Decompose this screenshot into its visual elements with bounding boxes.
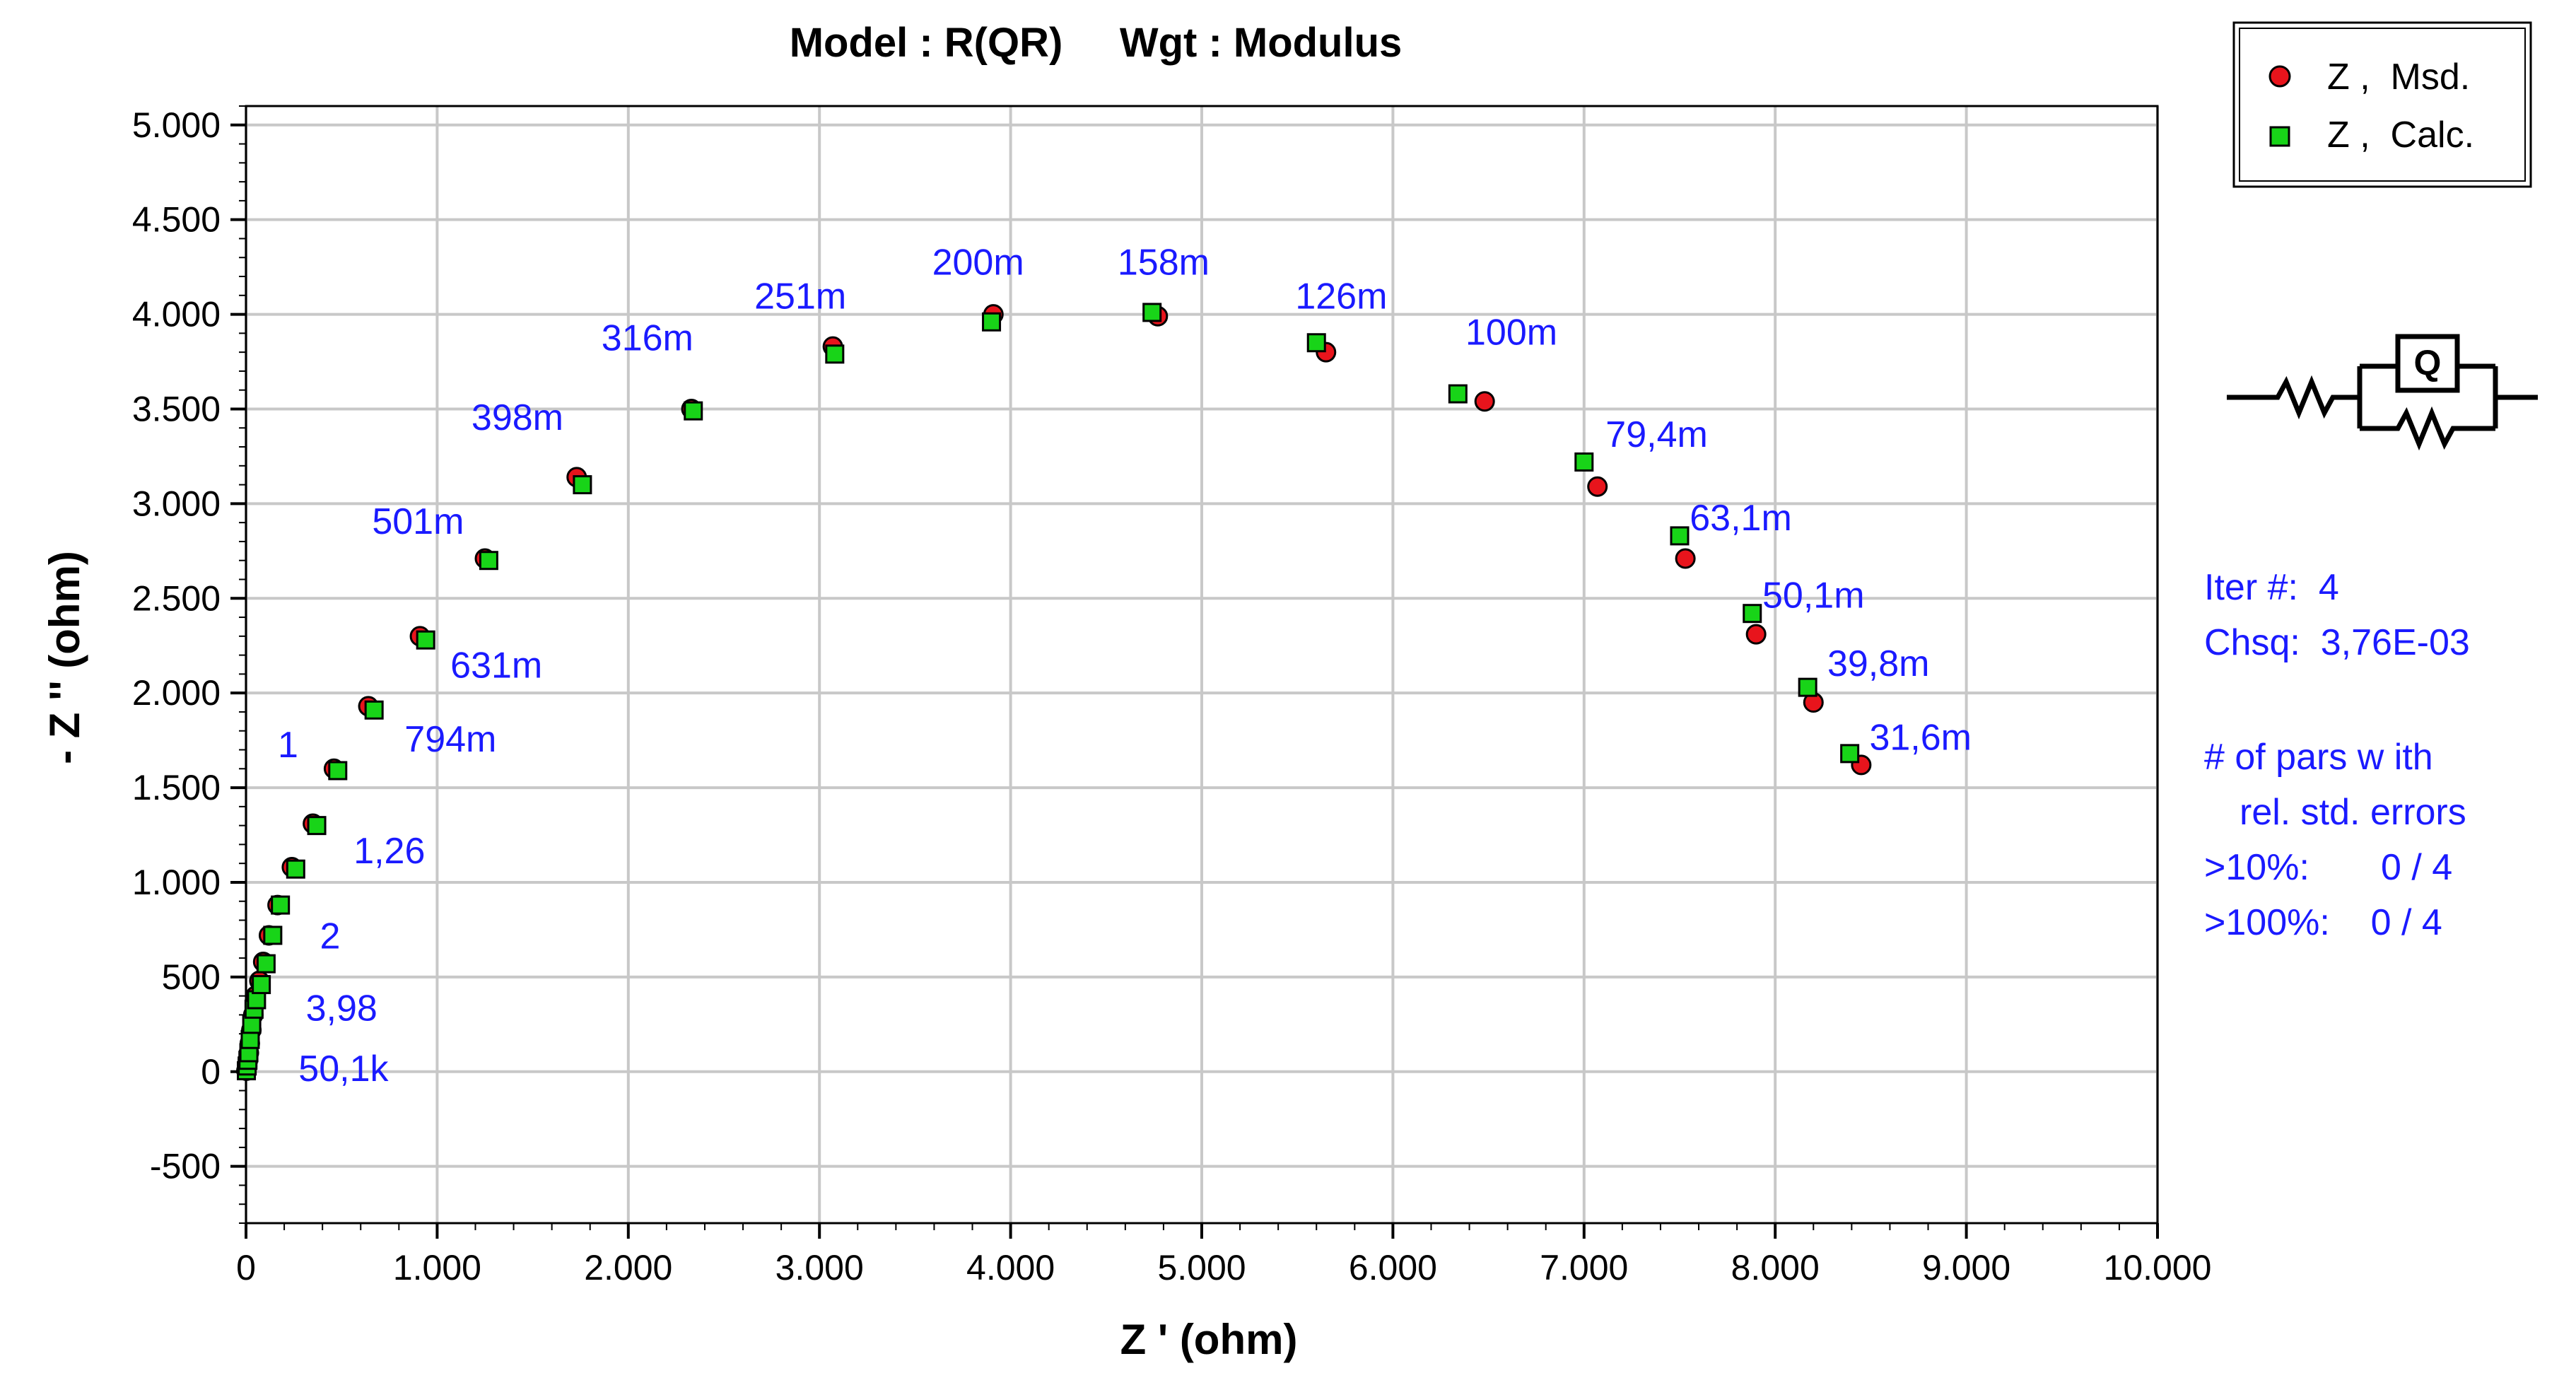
cpe-label: Q	[2414, 343, 2442, 382]
calculated-point	[1306, 333, 1326, 353]
x-tick-label: 10.000	[2104, 1248, 2212, 1287]
measured-point	[1745, 624, 1767, 645]
calculated-point	[1142, 303, 1162, 322]
frequency-label: 251m	[754, 276, 846, 317]
frequency-label: 2	[320, 916, 341, 957]
y-tick-label: 4.500	[132, 200, 221, 240]
frequency-label: 1,26	[353, 831, 425, 872]
calculated-point	[1670, 526, 1690, 546]
chart-title: Model : R(QR) Wgt : Modulus	[790, 20, 1403, 66]
x-tick-label: 9.000	[1922, 1248, 2010, 1287]
calculated-point	[252, 975, 271, 995]
frequency-label: 631m	[450, 646, 542, 687]
calculated-point	[1743, 604, 1762, 624]
calculated-point	[1798, 677, 1817, 697]
chi-square: Chsq: 3,76E-03	[2204, 622, 2470, 663]
x-tick-label: 7.000	[1540, 1248, 1628, 1287]
legend-square-marker	[2269, 126, 2290, 147]
calculated-point	[1840, 744, 1860, 764]
frequency-label: 1	[278, 725, 298, 766]
calculated-point	[256, 954, 276, 974]
frequency-label: 31,6m	[1869, 718, 1972, 759]
calculated-point	[982, 312, 1002, 332]
y-axis-label: - Z '' (ohm)	[41, 551, 88, 764]
y-tick-label: 4.000	[132, 295, 221, 334]
pars-over-100: >100%: 0 / 4	[2204, 902, 2442, 943]
calculated-point	[263, 925, 283, 945]
x-tick-label: 8.000	[1731, 1248, 1820, 1287]
y-tick-label: 1.500	[132, 768, 221, 807]
fit-info: Iter #: 4 Chsq: 3,76E-03 # of pars w ith…	[2204, 567, 2470, 943]
frequency-label: 63,1m	[1690, 498, 1792, 539]
x-tick-label: 0	[236, 1248, 256, 1287]
legend-circle-marker	[2268, 65, 2291, 88]
y-tick-label: 5.000	[132, 105, 221, 145]
frequency-label: 398m	[472, 397, 563, 438]
calculated-point	[1574, 452, 1594, 472]
x-tick-label: 1.000	[393, 1248, 481, 1287]
calculated-point	[271, 895, 291, 915]
measured-point	[1474, 391, 1495, 412]
legend-box	[2232, 21, 2532, 188]
y-tick-label: 1.000	[132, 863, 221, 902]
frequency-label: 200m	[932, 242, 1024, 283]
frequency-label: 501m	[372, 501, 464, 542]
y-tick-label: -500	[150, 1147, 221, 1186]
parallel-resistor-icon	[2360, 406, 2495, 451]
frequency-annotations: 200m 158m 251m 126m 316m 100m 398m 79,4m 501m 63,…	[278, 242, 1972, 1090]
y-tick-label: 2.500	[132, 578, 221, 618]
measured-point	[1675, 548, 1696, 569]
plot-area: 0 1.000 2.000 3.000 4.000 5.000 6.000 7.000 8.00…	[132, 105, 2212, 1287]
calculated-point	[1448, 384, 1468, 404]
legend-label-msd: Z , Msd.	[2327, 57, 2470, 98]
calculated-point	[307, 816, 327, 836]
y-tick-label: 3.500	[132, 389, 221, 428]
x-tick-label: 5.000	[1157, 1248, 1246, 1287]
frequency-label: 50,1k	[298, 1049, 389, 1090]
series-resistor-icon	[2227, 375, 2360, 420]
frequency-label: 100m	[1465, 312, 1557, 353]
circuit-diagram	[2227, 334, 2538, 451]
iter-count: Iter #: 4	[2204, 567, 2339, 608]
y-tick-label: 2.000	[132, 673, 221, 713]
data-points	[236, 303, 1872, 1081]
legend-label-calc: Z , Calc.	[2327, 115, 2474, 156]
y-tick-label: 3.000	[132, 484, 221, 523]
pars-heading-2: rel. std. errors	[2240, 792, 2466, 833]
x-tick-label: 6.000	[1349, 1248, 1437, 1287]
calculated-point	[364, 700, 384, 720]
pars-over-10: >10%: 0 / 4	[2204, 847, 2452, 888]
cpe-element-icon	[2395, 334, 2460, 393]
frequency-label: 50,1m	[1762, 576, 1865, 617]
frequency-label: 316m	[602, 317, 693, 358]
calculated-point	[684, 401, 703, 421]
legend-box-inner	[2239, 28, 2526, 182]
x-tick-label: 3.000	[775, 1248, 864, 1287]
calculated-point	[286, 859, 305, 879]
measured-point	[1587, 476, 1608, 497]
axis-ticks: 0 1.000 2.000 3.000 4.000 5.000 6.000 7.000 8.00…	[132, 105, 2212, 1287]
frequency-label: 79,4m	[1605, 414, 1708, 455]
frequency-label: 794m	[404, 719, 496, 760]
x-tick-label: 2.000	[584, 1248, 672, 1287]
calculated-point	[825, 344, 845, 364]
y-tick-label: 0	[201, 1052, 221, 1092]
y-tick-label: 500	[162, 957, 221, 997]
x-axis-label: Z ' (ohm)	[1120, 1316, 1298, 1363]
pars-heading-1: # of pars w ith	[2204, 737, 2433, 778]
legend: Z , Msd. Z , Calc.	[2232, 21, 2532, 188]
frequency-label: 39,8m	[1827, 643, 1930, 684]
calculated-point	[328, 761, 348, 781]
frequency-label: 158m	[1118, 242, 1210, 283]
calculated-point	[573, 475, 592, 495]
frequency-label: 126m	[1295, 276, 1387, 317]
x-tick-label: 4.000	[966, 1248, 1055, 1287]
calculated-point	[479, 551, 498, 571]
frequency-label: 3,98	[306, 988, 377, 1029]
calculated-point	[416, 630, 435, 650]
